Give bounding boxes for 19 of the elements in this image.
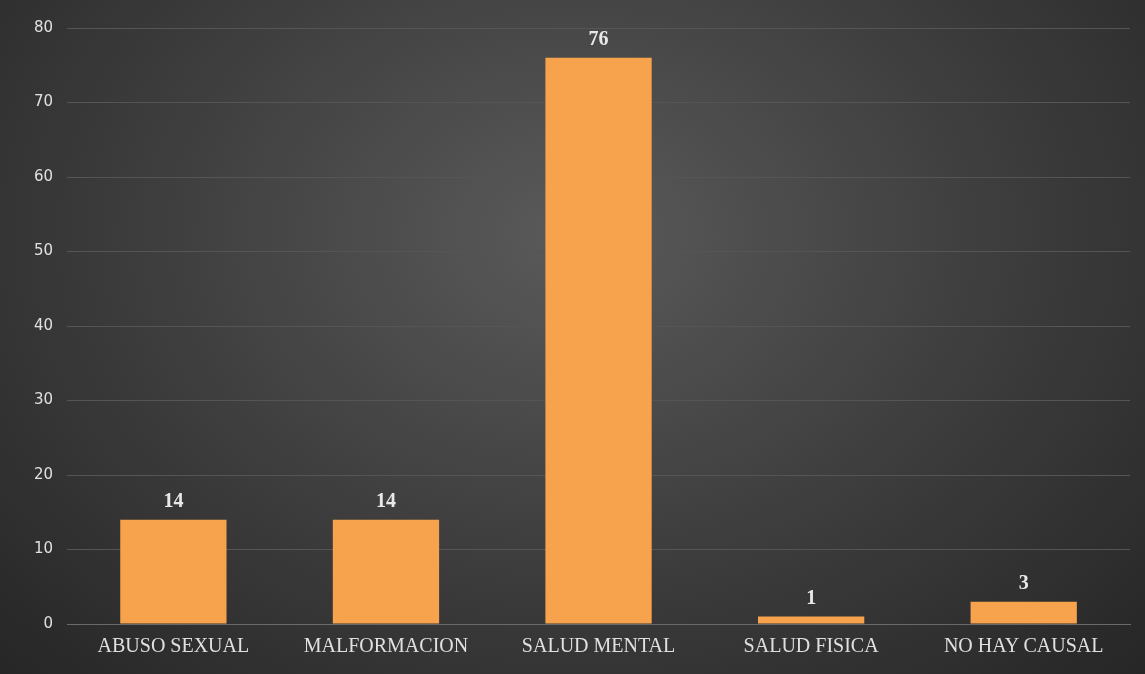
data-label: 1 — [806, 585, 817, 608]
y-tick-label: 50 — [33, 241, 54, 260]
x-tick-label: SALUD MENTAL — [521, 634, 676, 657]
y-tick-label: 70 — [33, 92, 54, 111]
y-tick-label: 80 — [33, 17, 54, 36]
y-tick-label: 40 — [33, 315, 54, 334]
data-label: 3 — [1018, 570, 1029, 593]
data-label: 14 — [375, 488, 396, 511]
x-tick-label: SALUD FISICA — [743, 634, 880, 657]
x-tick-label: MALFORMACION — [303, 634, 469, 657]
x-tick-label: NO HAY CAUSAL — [943, 634, 1104, 657]
y-tick-label: 0 — [43, 613, 54, 632]
y-tick-label: 20 — [33, 464, 54, 483]
data-label: 76 — [588, 26, 609, 49]
x-tick-label: ABUSO SEXUAL — [97, 634, 250, 657]
y-tick-label: 10 — [33, 539, 54, 558]
y-tick-label: 30 — [33, 390, 54, 409]
y-tick-label: 60 — [33, 166, 54, 185]
data-label: 14 — [163, 488, 184, 511]
